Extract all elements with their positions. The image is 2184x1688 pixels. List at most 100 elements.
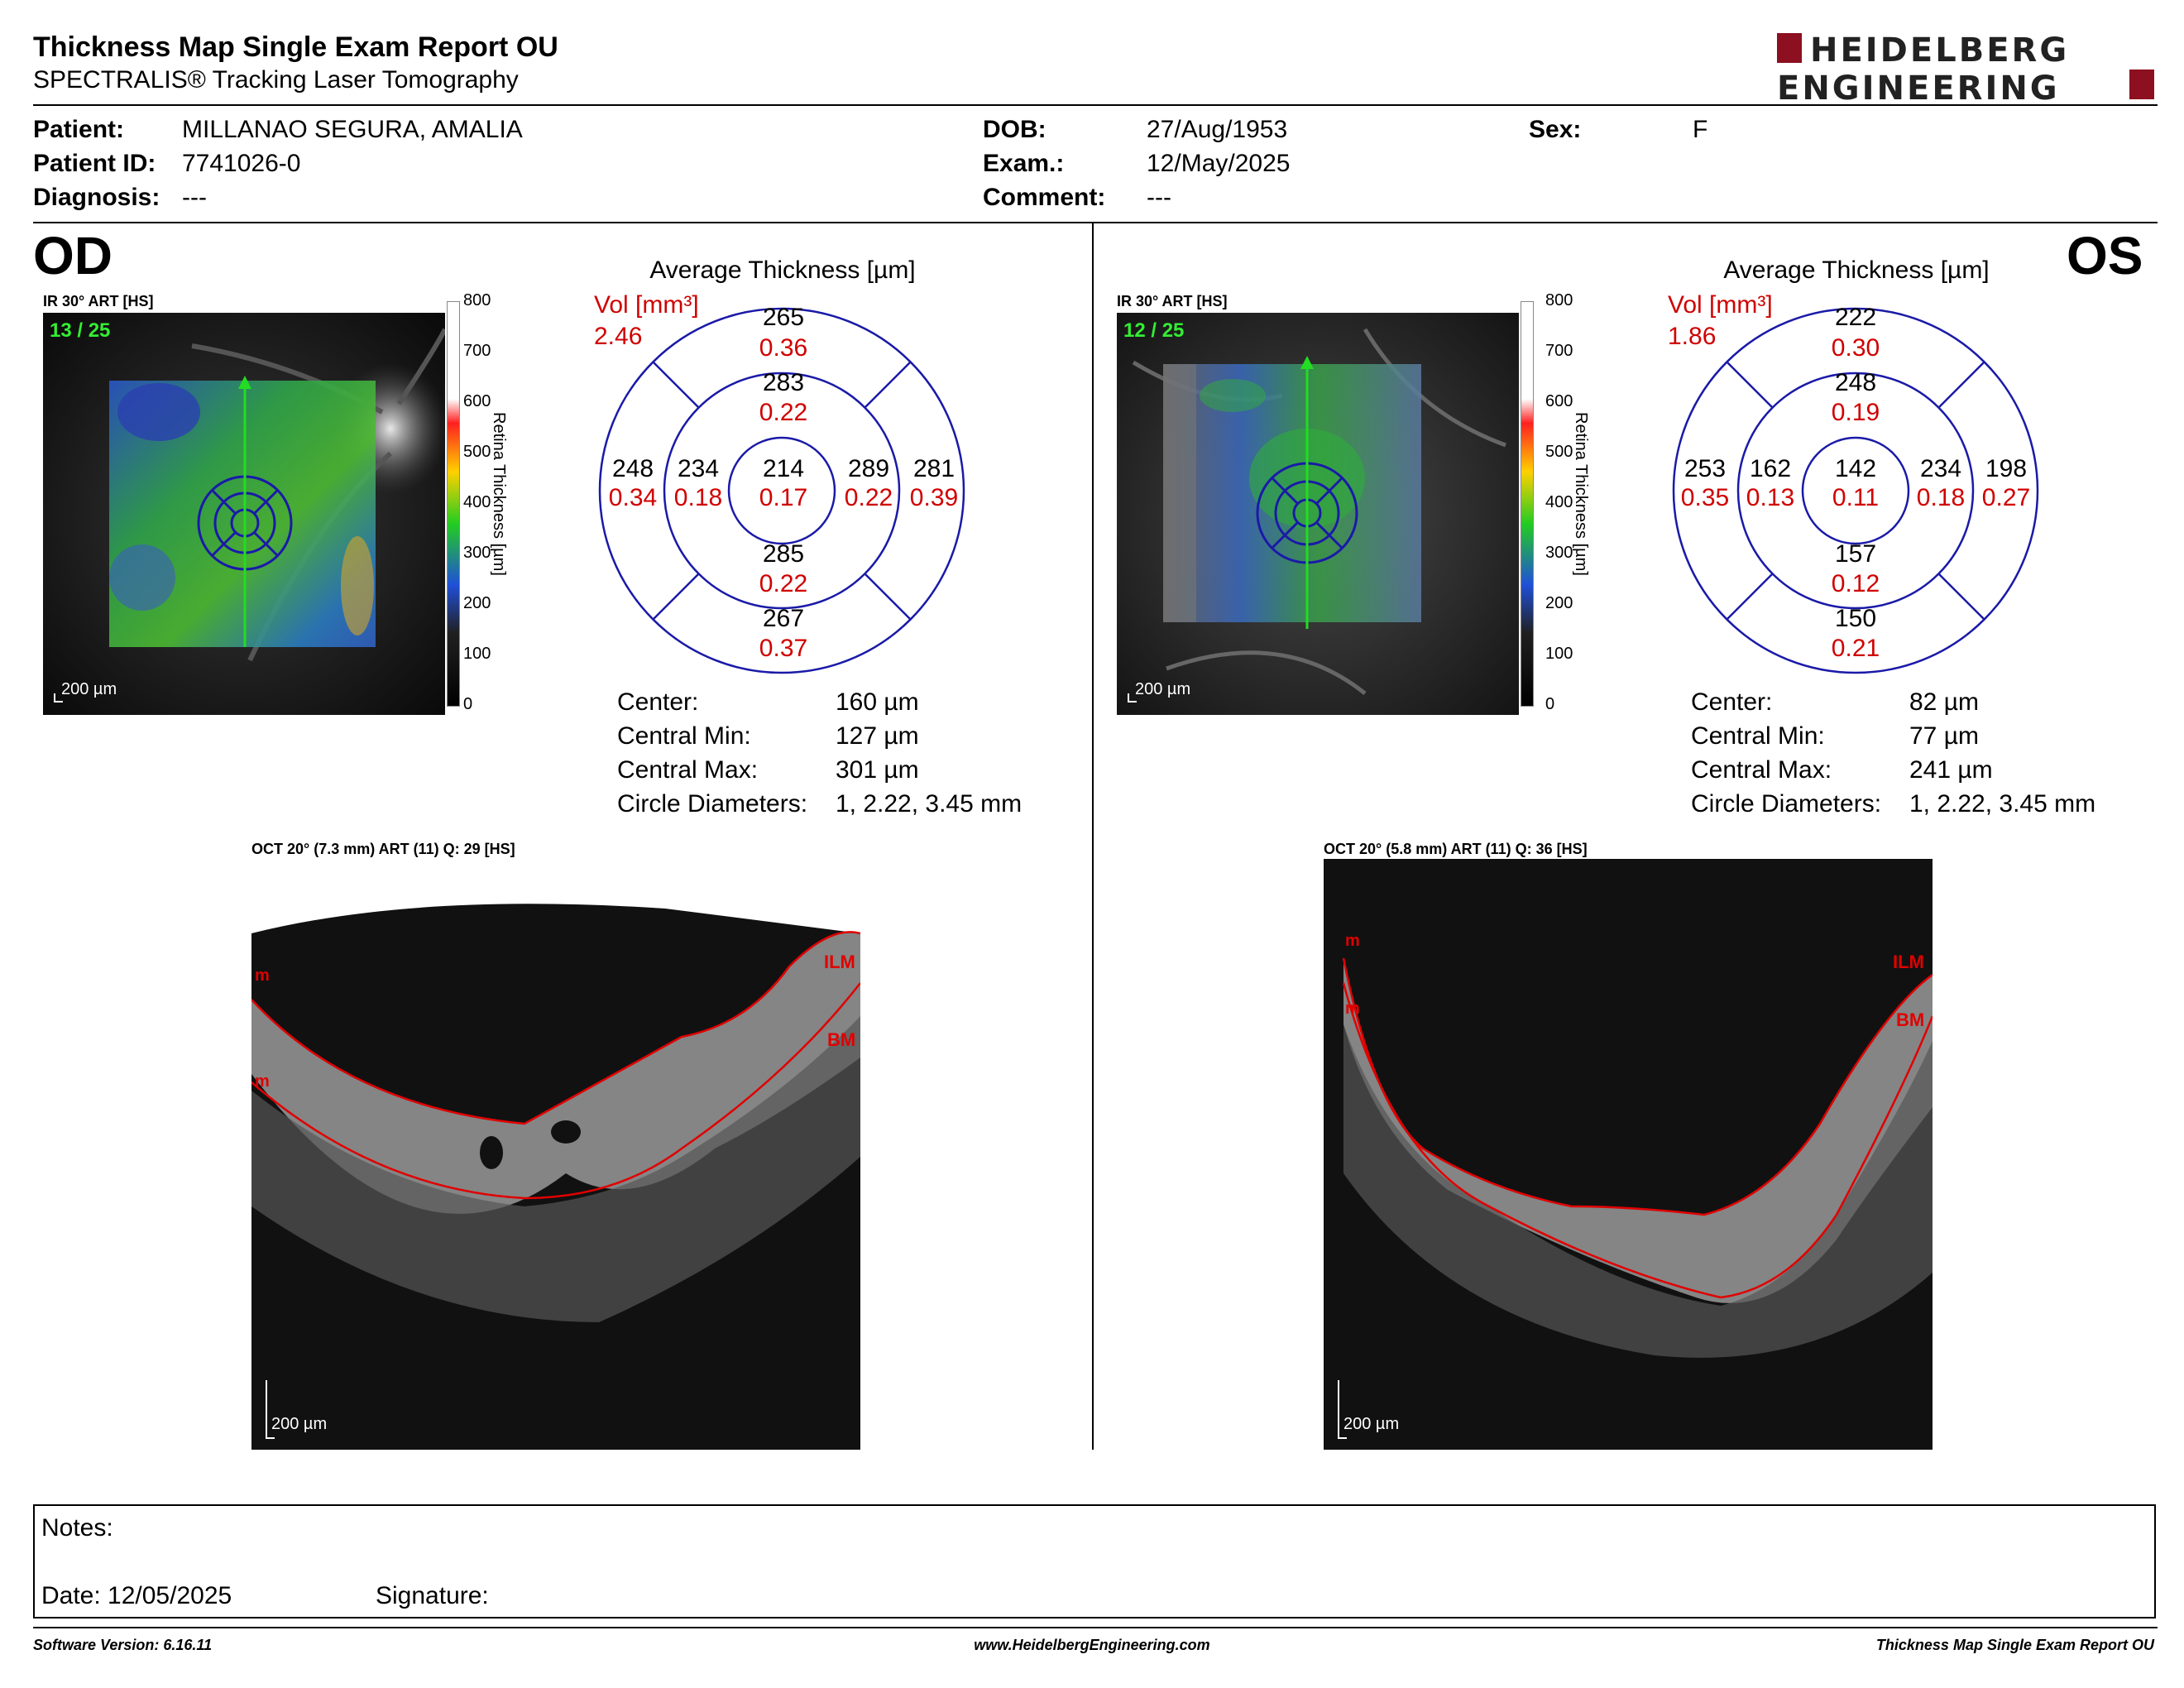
od-grid-sup-outer: 265 [763, 305, 804, 331]
exam-value: 12/May/2025 [1147, 150, 1291, 177]
sex-label: Sex: [1529, 116, 1582, 143]
patient-name: MILLANAO SEGURA, AMALIA [182, 116, 523, 143]
os-grid-inf-inner: 157 [1835, 540, 1876, 568]
os-min-label: Central Min: [1691, 722, 1825, 750]
header-divider [33, 104, 2158, 106]
od-tick-400: 400 [463, 493, 491, 511]
od-grid-nas-inner: 289 [848, 455, 889, 482]
diagnosis-value: --- [182, 184, 207, 211]
od-vol-label: Vol [mm³] [594, 291, 699, 319]
od-max-value: 301 µm [836, 756, 919, 784]
os-vol-value: 1.86 [1668, 323, 1717, 350]
od-grid-center: 214 [763, 455, 804, 482]
svg-text:ENGINEERING: ENGINEERING [1777, 70, 2060, 103]
od-center-label: Center: [617, 688, 699, 716]
od-fundus-image: 13 / 25 200 µm [43, 313, 445, 715]
os-frame-counter: 12 / 25 [1123, 319, 1185, 342]
od-min-label: Central Min: [617, 722, 751, 750]
os-tick-800: 800 [1545, 291, 1573, 309]
od-oct-image: m m ILM BM 200 µm [251, 859, 860, 1450]
od-oct-m-label: m [255, 966, 270, 985]
footer-report-name: Thickness Map Single Exam Report OU [1875, 1637, 2154, 1653]
os-tick-500: 500 [1545, 443, 1573, 461]
os-grid-nas-inner: 234 [1920, 455, 1961, 482]
od-grid-nas-outer: 281 [913, 455, 955, 482]
os-oct-scale: 200 µm [1343, 1415, 1400, 1433]
od-grid-temp-outer-vol: 0.34 [609, 484, 657, 511]
dob-value: 27/Aug/1953 [1147, 116, 1288, 143]
svg-text:HEIDELBERG: HEIDELBERG [1810, 31, 2069, 70]
notes-box[interactable]: Notes: Date: 12/05/2025 Signature: [33, 1504, 2156, 1618]
heidelberg-logo: HEIDELBERG ENGINEERING [1777, 31, 2154, 103]
footer-website[interactable]: www.HeidelbergEngineering.com [974, 1637, 1210, 1653]
os-fundus-scale: 200 µm [1135, 680, 1191, 698]
os-grid-temp-outer: 253 [1684, 455, 1726, 482]
od-grid-nas-outer-vol: 0.39 [910, 484, 958, 511]
os-tick-200: 200 [1545, 594, 1573, 612]
od-grid-sup-inner-vol: 0.22 [759, 399, 807, 426]
eye-divider [1092, 223, 1094, 1450]
od-oct-ilm-label: ILM [824, 952, 855, 972]
os-min-value: 77 µm [1909, 722, 1979, 750]
exam-label: Exam.: [983, 150, 1065, 177]
od-fundus-scale: 200 µm [61, 680, 117, 698]
od-grid-inf-outer-vol: 0.37 [759, 635, 807, 662]
os-vol-label: Vol [mm³] [1668, 291, 1773, 319]
od-grid-temp-outer: 248 [612, 455, 654, 482]
od-min-value: 127 µm [836, 722, 919, 750]
patient-id-value: 7741026-0 [182, 150, 301, 177]
os-grid-nas-outer: 198 [1985, 455, 2027, 482]
od-center-value: 160 µm [836, 688, 919, 716]
od-oct-bm-label: BM [827, 1029, 856, 1050]
comment-label: Comment: [983, 184, 1106, 211]
os-tick-700: 700 [1545, 342, 1573, 360]
od-tick-100: 100 [463, 645, 491, 663]
od-grid-temp-inner: 234 [678, 455, 719, 482]
os-tick-100: 100 [1545, 645, 1573, 663]
os-oct-m-label: m [1345, 932, 1360, 950]
os-grid-sup-inner: 248 [1835, 369, 1876, 396]
sex-value: F [1693, 116, 1708, 143]
os-tick-300: 300 [1545, 544, 1573, 562]
os-grid-inf-inner-vol: 0.12 [1832, 570, 1880, 597]
od-grid-sup-outer-vol: 0.36 [759, 334, 807, 362]
od-avg-title: Average Thickness [µm] [649, 257, 916, 284]
od-tick-800: 800 [463, 291, 491, 309]
od-oct-m-label-2: m [255, 1072, 270, 1091]
os-fundus-image: 12 / 25 200 µm [1117, 313, 1519, 715]
diagnosis-label: Diagnosis: [33, 184, 160, 211]
os-grid-nas-outer-vol: 0.27 [1982, 484, 2030, 511]
od-colorbar-label: Retina Thickness [µm] [490, 412, 508, 576]
od-etdrs-grid: 265 0.36 283 0.22 248 0.34 234 0.18 214 … [598, 305, 965, 674]
os-grid-center: 142 [1835, 455, 1876, 482]
os-grid-nas-inner-vol: 0.18 [1917, 484, 1965, 511]
od-colorbar-ticks: 800 700 600 500 400 300 200 100 0 [463, 291, 513, 722]
od-tick-600: 600 [463, 392, 491, 410]
od-frame-counter: 13 / 25 [50, 319, 111, 342]
od-tick-500: 500 [463, 443, 491, 461]
os-oct-bm-label: BM [1896, 1009, 1925, 1030]
os-oct-label: OCT 20° (5.8 mm) ART (11) Q: 36 [HS] [1324, 841, 1588, 857]
os-oct-image: m m ILM BM 200 µm [1324, 859, 1933, 1450]
od-tick-200: 200 [463, 594, 491, 612]
patient-label: Patient: [33, 116, 125, 143]
od-max-label: Central Max: [617, 756, 759, 784]
od-colorbar [447, 301, 460, 707]
od-diam-value: 1, 2.22, 3.45 mm [836, 790, 1023, 818]
report-subtitle: SPECTRALIS® Tracking Laser Tomography [33, 66, 519, 94]
os-grid-sup-outer-vol: 0.30 [1832, 334, 1880, 362]
os-grid-center-vol: 0.11 [1832, 484, 1879, 511]
od-grid-inf-outer: 267 [763, 605, 804, 632]
os-tick-400: 400 [1545, 493, 1573, 511]
os-grid-temp-inner-vol: 0.13 [1746, 484, 1794, 511]
od-tick-0: 0 [463, 695, 473, 713]
od-grid-sup-inner: 283 [763, 369, 804, 396]
od-grid-temp-inner-vol: 0.18 [674, 484, 722, 511]
os-grid-temp-inner: 162 [1750, 455, 1791, 482]
od-grid-inf-inner-vol: 0.22 [759, 570, 807, 597]
os-etdrs-grid: 222 0.30 248 0.19 253 0.35 162 0.13 142 … [1672, 305, 2039, 674]
footer-software-version: Software Version: 6.16.11 [33, 1637, 213, 1653]
dob-label: DOB: [983, 116, 1046, 143]
report-title: Thickness Map Single Exam Report OU [33, 31, 558, 63]
od-eye-label: OD [33, 226, 113, 285]
